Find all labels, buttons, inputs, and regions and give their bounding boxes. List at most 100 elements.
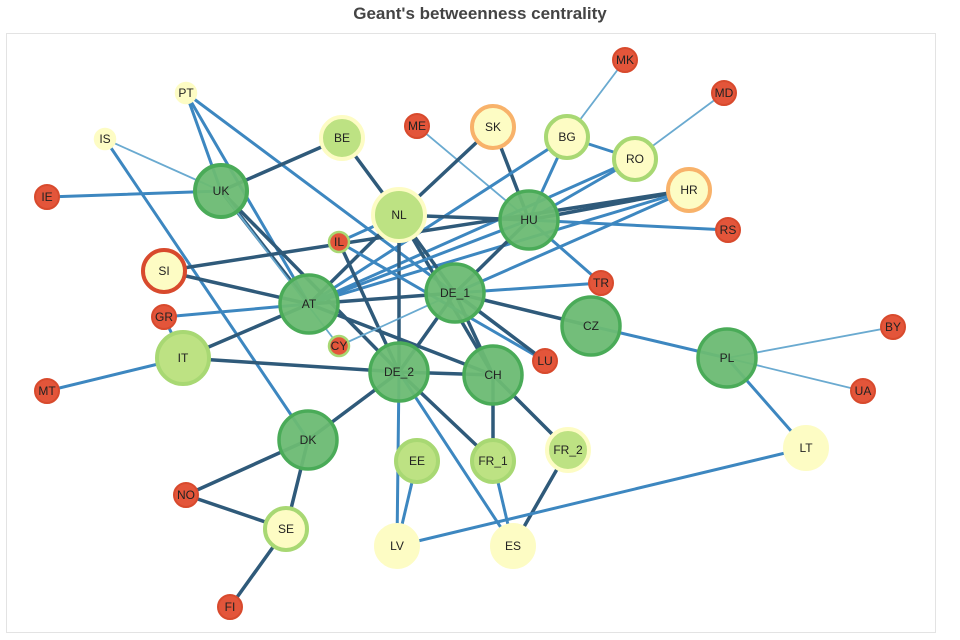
node-circle: [470, 438, 516, 484]
edge-ie-uk: [45, 189, 223, 199]
edge-bg-at: [307, 135, 569, 306]
node-label: NO: [177, 488, 195, 502]
node-hr: HR: [666, 167, 712, 213]
node-circle: [532, 348, 558, 374]
node-circle: [696, 327, 758, 389]
node-ch: CH: [462, 344, 524, 406]
node-circle: [174, 81, 198, 105]
node-label: HU: [520, 213, 537, 227]
node-circle: [374, 523, 420, 569]
node-circle: [371, 187, 427, 243]
node-label: HR: [680, 183, 698, 197]
node-mk: MK: [612, 47, 638, 73]
node-circle: [424, 262, 486, 324]
node-at: AT: [278, 273, 340, 335]
node-circle: [319, 115, 365, 161]
node-label: LU: [537, 354, 552, 368]
node-circle: [327, 230, 351, 254]
node-cz: CZ: [560, 295, 622, 357]
node-pl: PL: [696, 327, 758, 389]
node-is: IS: [93, 127, 117, 151]
node-circle: [612, 136, 658, 182]
edge-at-ch: [307, 302, 495, 377]
edge-it-de_2: [181, 356, 401, 374]
node-circle: [277, 409, 339, 471]
node-label: LV: [390, 539, 404, 553]
edge-is-dk: [103, 137, 310, 442]
node-lt: LT: [783, 425, 829, 471]
node-circle: [850, 378, 876, 404]
node-label: BG: [558, 130, 575, 144]
node-circle: [394, 438, 440, 484]
node-fi: FI: [217, 594, 243, 620]
node-circle: [404, 113, 430, 139]
node-circle: [880, 314, 906, 340]
node-label: IT: [178, 351, 189, 365]
node-label: MT: [38, 384, 56, 398]
node-label: AT: [302, 297, 317, 311]
node-fr-1: FR_1: [470, 438, 516, 484]
node-dk: DK: [277, 409, 339, 471]
node-label: FR_2: [553, 443, 583, 457]
node-mt: MT: [34, 378, 60, 404]
node-it: IT: [155, 330, 211, 386]
node-label: DK: [300, 433, 317, 447]
node-label: SE: [278, 522, 294, 536]
node-de-2: DE_2: [368, 341, 430, 403]
node-tr: TR: [588, 270, 614, 296]
node-label: CZ: [583, 319, 599, 333]
node-circle: [711, 80, 737, 106]
node-ro: RO: [612, 136, 658, 182]
node-label: IL: [334, 235, 344, 249]
node-il: IL: [327, 230, 351, 254]
node-label: PL: [720, 351, 735, 365]
edge-lv-lt: [395, 446, 808, 548]
chart-title: Geant's betweenness centrality: [353, 4, 607, 23]
edge-hu-rs: [527, 218, 730, 232]
node-ua: UA: [850, 378, 876, 404]
node-pt: PT: [174, 81, 198, 105]
node-circle: [544, 114, 590, 160]
node-label: MD: [715, 86, 734, 100]
node-label: UK: [213, 184, 230, 198]
node-be: BE: [319, 115, 365, 161]
node-circle: [193, 163, 249, 219]
node-label: BE: [334, 131, 350, 145]
node-label: CY: [331, 339, 348, 353]
node-circle: [93, 127, 117, 151]
node-es: ES: [490, 523, 536, 569]
node-circle: [263, 506, 309, 552]
node-label: NL: [391, 208, 407, 222]
node-circle: [462, 344, 524, 406]
node-cy: CY: [327, 334, 351, 358]
node-gr: GR: [151, 304, 177, 330]
edge-hr-si: [162, 188, 691, 273]
node-se: SE: [263, 506, 309, 552]
node-label: BY: [885, 320, 901, 334]
node-label: TR: [593, 276, 609, 290]
node-lv: LV: [374, 523, 420, 569]
node-label: LT: [799, 441, 813, 455]
node-circle: [470, 104, 516, 150]
node-me: ME: [404, 113, 430, 139]
node-rs: RS: [715, 217, 741, 243]
node-circle: [151, 304, 177, 330]
node-circle: [34, 378, 60, 404]
edge-hr-de_1: [453, 188, 691, 295]
node-uk: UK: [193, 163, 249, 219]
node-lu: LU: [532, 348, 558, 374]
node-layer: PT IS IE UK BE ME SK BG MK MD RO HR NL HU RS IL SI AT DE_1…: [34, 47, 906, 620]
node-label: RS: [720, 223, 737, 237]
node-circle: [368, 341, 430, 403]
node-circle: [498, 189, 560, 251]
node-circle: [141, 248, 187, 294]
edge-hu-at: [307, 218, 531, 306]
edge-hr-at: [307, 188, 691, 306]
node-label: DE_2: [384, 365, 414, 379]
edge-de_2-es: [397, 370, 515, 548]
node-label: FI: [225, 600, 236, 614]
node-circle: [34, 184, 60, 210]
node-label: SK: [485, 120, 501, 134]
